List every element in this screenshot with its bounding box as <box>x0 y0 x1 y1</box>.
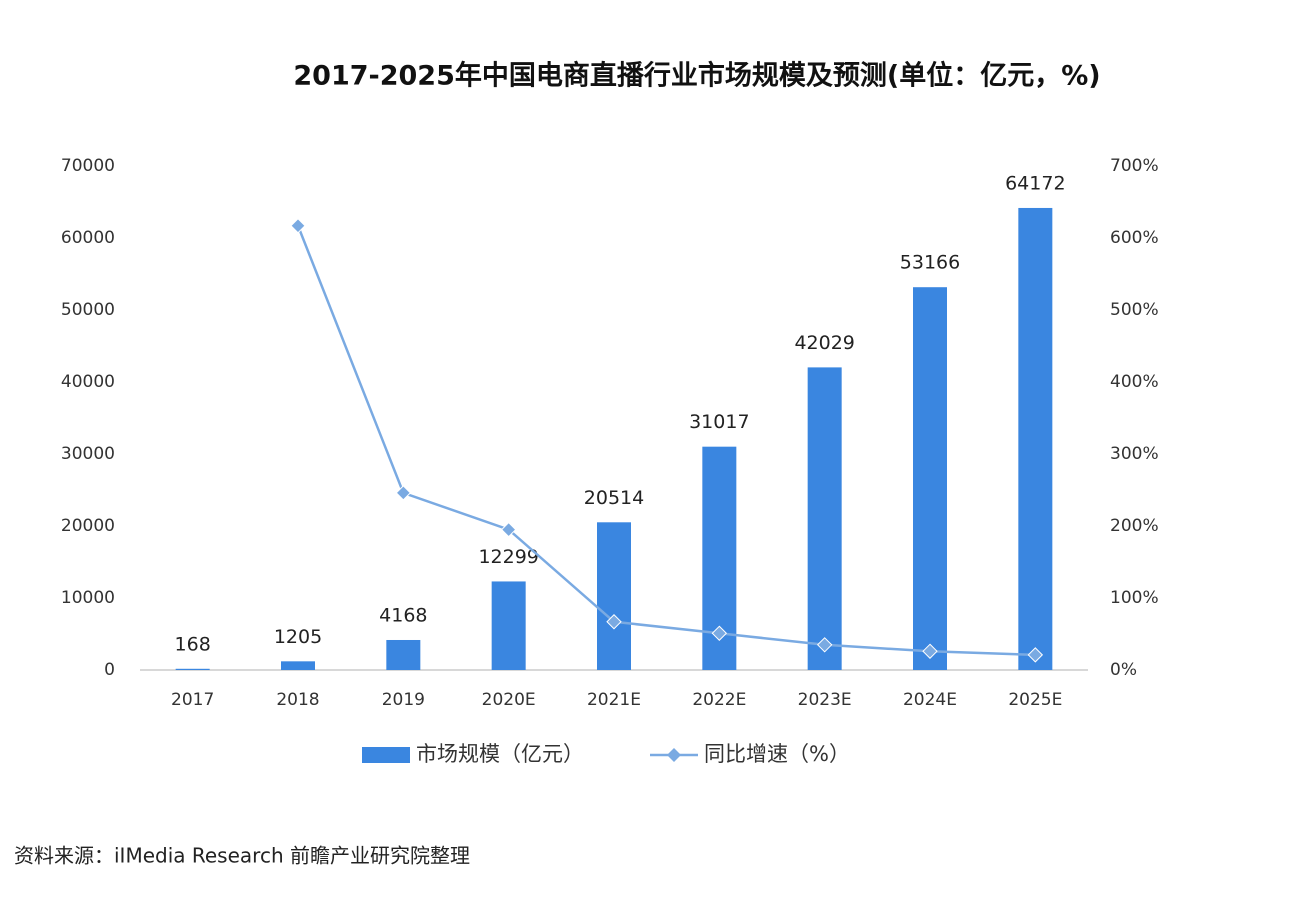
y2-tick-label: 500% <box>1110 300 1159 320</box>
x-tick-label: 2017 <box>171 690 214 710</box>
legend-swatch <box>362 747 410 763</box>
legend-label: 市场规模（亿元） <box>416 742 584 766</box>
y-tick-label: 20000 <box>61 516 115 536</box>
legend-label: 同比增速（%） <box>704 742 850 766</box>
bar <box>597 522 631 670</box>
data-label: 31017 <box>689 411 749 433</box>
y-tick-label: 40000 <box>61 372 115 392</box>
y-tick-label: 30000 <box>61 444 115 464</box>
data-label: 20514 <box>584 487 644 509</box>
y2-tick-label: 0% <box>1110 660 1137 680</box>
marker <box>922 643 938 659</box>
marker <box>290 218 306 234</box>
data-label: 12299 <box>478 546 538 568</box>
data-label: 42029 <box>794 332 854 354</box>
x-tick-label: 2018 <box>276 690 319 710</box>
y2-tick-label: 600% <box>1110 228 1159 248</box>
marker <box>1027 647 1044 663</box>
y-tick-label: 50000 <box>61 300 115 320</box>
y-tick-label: 60000 <box>61 228 115 248</box>
x-tick-label: 2019 <box>382 690 425 710</box>
bar <box>1018 207 1053 670</box>
data-label: 1205 <box>274 626 322 648</box>
bar <box>913 287 947 670</box>
data-label: 64172 <box>1005 172 1065 194</box>
x-tick-label: 2020E <box>482 690 536 710</box>
bar <box>807 367 842 670</box>
y2-tick-label: 100% <box>1110 588 1159 608</box>
y-tick-label: 10000 <box>61 588 115 608</box>
y-tick-label: 0 <box>104 660 115 680</box>
legend-marker <box>667 748 681 762</box>
source: 资料来源：iIMedia Research 前瞻产业研究院整理 <box>14 844 470 868</box>
x-tick-label: 2021E <box>587 690 641 710</box>
bar <box>281 661 315 670</box>
bar <box>386 639 421 670</box>
chart-title: 2017-2025年中国电商直播行业市场规模及预测(单位：亿元，%) <box>293 60 1100 92</box>
line <box>296 225 1036 657</box>
bar <box>175 668 210 670</box>
marker <box>711 625 728 641</box>
y-tick-label: 70000 <box>61 156 115 176</box>
marker <box>816 637 833 653</box>
x-tick-label: 2023E <box>798 690 852 710</box>
marker <box>500 521 517 538</box>
x-tick-label: 2025E <box>1008 690 1062 710</box>
y2-tick-label: 400% <box>1110 372 1159 392</box>
data-label: 4168 <box>379 604 427 626</box>
bar <box>491 581 526 670</box>
data-label: 53166 <box>900 252 960 274</box>
y2-tick-label: 300% <box>1110 444 1159 464</box>
y2-tick-label: 700% <box>1110 156 1159 176</box>
marker <box>395 485 412 501</box>
marker <box>606 614 622 630</box>
y2-tick-label: 200% <box>1110 516 1159 536</box>
data-label: 168 <box>175 633 211 655</box>
x-tick-label: 2022E <box>692 690 746 710</box>
x-tick-label: 2024E <box>903 690 957 710</box>
